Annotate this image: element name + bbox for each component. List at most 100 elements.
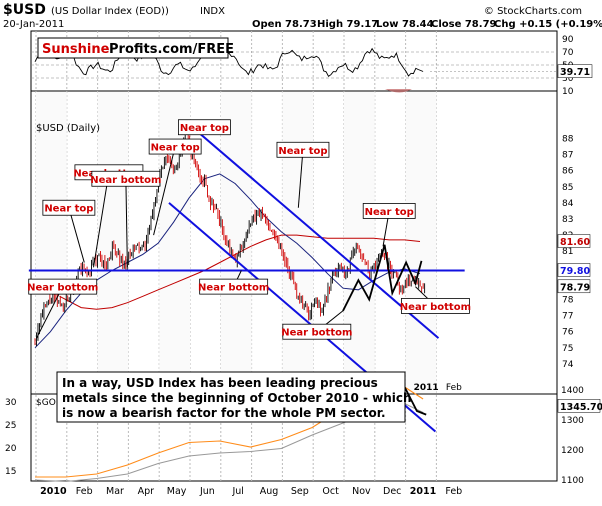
annotation-box [362,203,416,219]
annotation-box [42,199,96,216]
annotation-pointer [297,149,304,208]
annotation-box [400,298,470,314]
gold-right-tick: 1200 [561,446,584,456]
annotation-pointer [68,207,85,263]
x-axis-tick: Sep [291,486,309,497]
annotation-label: Near bottom [27,283,98,294]
low-value: Low 78.44 [376,19,434,30]
ma-long-badge-bg [557,234,591,248]
price-axis-tick: 81 [562,247,573,257]
annotation-label: Near top [278,146,327,157]
chart-index-name: (US Dollar Index (EOD)) [51,6,169,17]
price-axis-tick: 85 [562,183,573,193]
rsi-last-badge-bg [557,64,593,78]
annotation-box [91,170,161,187]
annotation-box [28,278,98,295]
annotation-label: Near bottom [281,328,352,339]
annotation-label: Near top [151,143,200,154]
annotation-box [282,323,352,340]
annotation-pointer [153,146,176,236]
gold-left-tick: 15 [5,467,16,477]
annotations: Near bottom Near top Near bottom Near botto… [27,119,471,340]
gold-last-badge-bg [557,399,601,413]
branding-logo: Sunshine Profits.com/FREE [37,37,234,59]
price-axis-tick: 74 [562,360,574,370]
x-axis-tick: 2010 [40,486,67,497]
month-band [344,92,375,393]
price-axis-tick: 86 [562,167,574,177]
gold-panel-label: $GO [36,398,56,408]
close-value: Close 78.79 [431,19,497,30]
month-band [282,92,314,393]
x-axis-tick: Feb [76,486,93,497]
month-band [97,92,129,393]
annotation-label: Near bottom [400,302,471,313]
gold-left-tick: 30 [5,398,17,408]
annotation-pointer [125,178,128,268]
price-axis-tick: 84 [562,199,574,209]
x-axis-tick: May [167,486,187,497]
chart-date: 20-Jan-2011 [3,19,64,30]
x-axis-tick: Oct [322,486,339,497]
annotation-label: Near top [180,123,229,134]
ma-long-badge: 81.60 [560,237,590,248]
rsi-oversold-fill [385,89,412,93]
hline-badge-bg [557,263,591,277]
price-axis-tick: 75 [562,344,573,354]
x-axis-tick: Feb [445,486,462,497]
axis-labels: 9070503010888786858483828180797877767574… [5,35,602,497]
annotation-box [148,138,202,155]
annotation-label: Near bottom [198,283,269,294]
rsi-line [34,47,424,77]
price-axis-tick: 88 [562,135,574,145]
x-axis-tick: Jun [199,486,215,497]
downtrend-channel-line [189,124,440,339]
x-axis-tick: Nov [352,486,371,497]
gold-last-badge: 1345.70 [560,402,602,413]
copyright: © StockCharts.com [484,6,582,17]
price-axis-tick: 83 [562,215,573,225]
price-axis-tick: 87 [562,151,573,161]
open-value: Open 78.73 [252,19,317,30]
price-axis-tick: 77 [562,312,573,322]
price-panel-label: $USD (Daily) [36,123,100,134]
annotation-box [177,119,231,136]
branding-part2: Profits.com/FREE [109,42,234,57]
annotation-pointer [93,172,110,268]
annotation-box [276,141,330,158]
rsi-axis-tick: 10 [562,87,574,97]
gold-left-tick: 20 [5,444,17,454]
month-band [220,92,252,393]
commentary-line: In a way, USD Index has been leading pre… [62,376,378,390]
rsi-axis-tick: 90 [562,35,574,45]
annotation-pointer [36,286,64,339]
price-axis-tick: 76 [562,328,574,338]
gold-right-tick: 1400 [561,386,584,396]
month-band [405,92,437,393]
chart-symbol: $USD [3,2,46,18]
x-axis-tick: Jul [231,486,243,497]
gold-month-label: Feb [446,383,462,393]
rsi-axis-tick: 70 [562,48,574,58]
gold-left-tick: 25 [5,421,16,431]
x-axis-tick: Aug [260,486,279,497]
gold-right-tick: 1300 [561,416,584,426]
change-value: Chg +0.15 (+0.19%) [494,19,602,30]
x-axis-tick: Apr [138,486,155,497]
price-zigzag [342,244,423,312]
x-axis-tick: 2011 [410,486,436,497]
annotation-box [199,278,269,295]
x-axis-tick: Mar [106,486,124,497]
gold-right-tick: 1100 [561,476,584,486]
branding-part1: Sunshine [42,42,110,57]
annotation-label: Near bottom [90,175,161,186]
chart-exchange: INDX [200,6,225,17]
last-price-badge: 78.79 [560,282,590,293]
hline-badge: 79.80 [560,266,590,277]
high-value: High 79.17 [317,19,378,30]
annotation-label: Near top [365,207,414,218]
gold-month-label: 2011 [414,383,439,393]
commentary-box: In a way, USD Index has been leading pre… [56,371,412,423]
